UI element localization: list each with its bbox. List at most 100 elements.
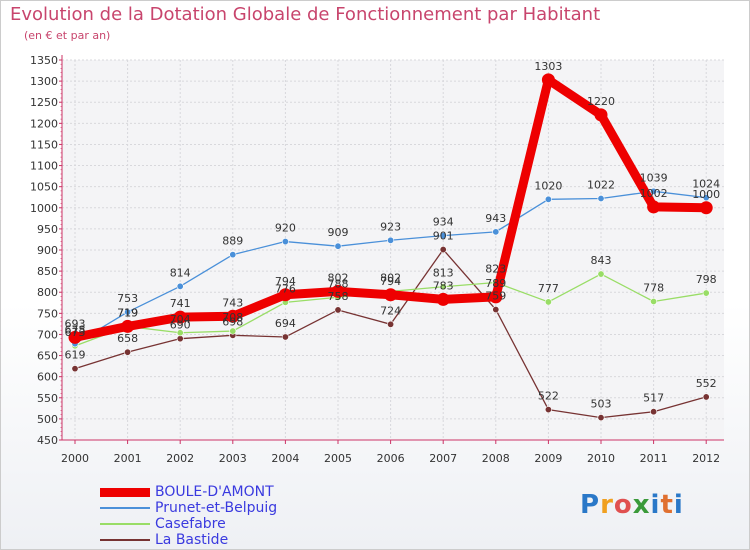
x-tick-label: 2003 [219,452,247,465]
data-point [176,335,184,343]
data-label: 798 [696,273,717,286]
x-tick-label: 2010 [587,452,615,465]
legend-swatch [100,487,150,497]
data-label: 843 [591,254,612,267]
data-label: 776 [275,282,296,295]
data-point [597,270,605,278]
data-point [334,242,342,250]
data-label: 788 [328,277,349,290]
data-label: 920 [275,222,296,235]
data-point [492,228,500,236]
data-point [229,327,237,335]
chart-subtitle: (en € et par an) [24,29,111,42]
x-tick-label: 2012 [692,452,720,465]
data-label: 694 [275,317,296,330]
legend-swatch [100,507,150,509]
data-label: 802 [328,271,349,284]
y-tick-label: 1050 [30,181,58,194]
legend-item: Casefabre [100,516,226,532]
data-label: 783 [433,279,454,292]
data-label: 719 [117,306,138,319]
data-point [544,298,552,306]
data-label: 1024 [692,178,720,191]
data-point [492,306,500,314]
x-tick-label: 2005 [324,452,352,465]
x-tick-label: 2004 [271,452,299,465]
y-tick-label: 500 [37,413,58,426]
data-label: 704 [170,313,191,326]
data-label: 678 [65,324,86,337]
data-label: 517 [643,392,664,405]
legend-swatch [100,539,150,541]
x-tick-label: 2000 [61,452,89,465]
data-point [387,320,395,328]
data-label: 823 [485,263,506,276]
data-point [702,393,710,401]
data-point [173,310,187,324]
data-label: 698 [222,315,243,328]
data-label: 934 [433,216,454,229]
data-label: 693 [65,317,86,330]
legend-swatch [100,523,150,525]
data-label: 1002 [640,187,668,200]
y-tick-label: 1250 [30,96,58,109]
y-tick-label: 1200 [30,117,58,130]
data-label: 1000 [692,188,720,201]
y-tick-label: 900 [37,244,58,257]
legend-label: La Bastide [155,532,229,548]
data-point [229,251,237,259]
y-tick-label: 1350 [30,54,58,67]
x-tick-label: 2011 [640,452,668,465]
data-point [489,290,503,304]
x-tick-label: 2002 [166,452,194,465]
legend-item: La Bastide [100,532,228,548]
data-label: 743 [222,296,243,309]
data-point [384,288,398,302]
data-point [439,246,447,254]
data-label: 658 [117,332,138,345]
data-label: 758 [328,290,349,303]
data-point [650,298,658,306]
data-label: 794 [275,275,296,288]
data-label: 759 [485,290,506,303]
data-label: 673 [65,326,86,339]
legend-item: BOULE-D'AMONT [100,484,274,500]
legend-label: Casefabre [155,516,226,532]
data-label: 813 [433,267,454,280]
data-label: 724 [380,304,401,317]
data-point [124,348,132,356]
data-label: 794 [380,275,401,288]
data-point [594,108,608,122]
data-label: 777 [538,282,559,295]
data-label: 1022 [587,178,615,191]
data-label: 814 [170,266,191,279]
data-point [699,201,713,215]
data-point [597,414,605,422]
data-point [436,292,450,306]
data-point [544,406,552,414]
data-label: 901 [433,230,454,243]
data-label: 889 [222,235,243,248]
data-point [702,289,710,297]
legend-item: Prunet-et-Belpuig [100,500,277,516]
proxiti-logo: Proxiti [580,490,684,520]
x-tick-label: 2009 [534,452,562,465]
data-point [544,195,552,203]
data-label: 719 [117,306,138,319]
data-point [650,187,658,195]
data-point [278,288,292,302]
data-label: 503 [591,398,612,411]
y-tick-label: 1300 [30,75,58,88]
data-label: 522 [538,390,559,403]
y-tick-label: 800 [37,286,58,299]
data-point [541,73,555,87]
data-point [71,365,79,373]
data-label: 552 [696,377,717,390]
y-tick-label: 950 [37,223,58,236]
x-tick-label: 2001 [114,452,142,465]
data-label: 619 [65,349,86,362]
data-label: 1020 [534,179,562,192]
data-label: 778 [643,282,664,295]
data-point [68,330,82,344]
